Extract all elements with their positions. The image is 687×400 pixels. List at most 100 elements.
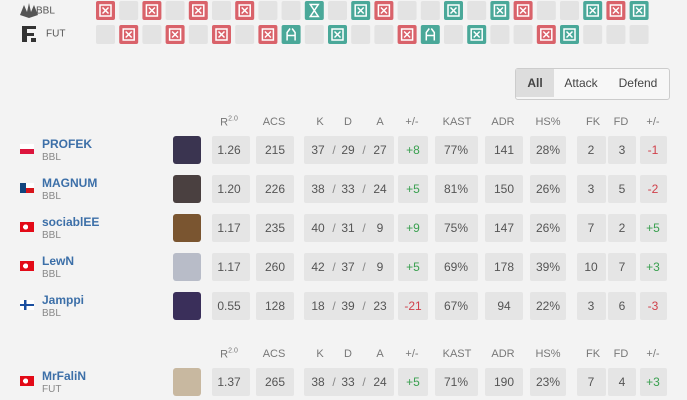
- stat-value: 75%: [443, 221, 469, 235]
- round-cell: [536, 1, 556, 20]
- round-cell: [420, 1, 440, 20]
- round-icon: [145, 4, 159, 17]
- icon-part: [194, 6, 202, 15]
- rating-superscript: 2.0: [228, 115, 238, 123]
- icon-part: [286, 28, 296, 41]
- icon-part: [148, 6, 156, 15]
- player-name: Jamppi: [42, 293, 85, 307]
- round-icon: [400, 28, 414, 41]
- stat-cell: [485, 136, 523, 164]
- stat-cell: [398, 253, 428, 281]
- stat-cell: [398, 175, 428, 203]
- stat-value: 260: [264, 260, 286, 274]
- round-timeline: BBL FUT: [20, 1, 649, 44]
- stat-value: 10: [584, 260, 598, 274]
- round-icon: [261, 28, 275, 41]
- icon-part: [171, 30, 179, 39]
- stat-value: 3: [587, 182, 595, 196]
- icon-part: [540, 28, 553, 41]
- filter-tab[interactable]: Attack: [564, 76, 598, 90]
- stat-value: 9: [376, 221, 384, 235]
- flag: [20, 222, 34, 232]
- stat-value: 190: [493, 375, 515, 389]
- icon-part: [101, 6, 110, 15]
- stat-cell: [577, 368, 606, 396]
- column-header: ADR: [491, 348, 515, 360]
- stat-cell: [608, 136, 636, 164]
- icon-part: [400, 28, 414, 41]
- icon-part: [168, 28, 182, 41]
- stat-value: 67%: [443, 299, 469, 313]
- icon-part: [612, 6, 620, 15]
- round-icon: [516, 4, 530, 17]
- bbl-logo: [20, 3, 38, 18]
- icon-part: [261, 28, 275, 41]
- stat-cell: [640, 175, 667, 203]
- icon-part: [238, 4, 251, 17]
- stat-value: 6: [618, 299, 626, 313]
- column-header: FD: [613, 116, 629, 128]
- stat-value: 235: [264, 221, 286, 235]
- icon-part: [145, 4, 159, 17]
- stat-value: 2: [618, 221, 626, 235]
- round-icon: [122, 28, 135, 41]
- fut-logo: [22, 26, 36, 42]
- stat-cell: [530, 175, 566, 203]
- icon-part: [635, 6, 643, 15]
- column-header: K: [316, 348, 324, 360]
- kda-separator: /: [362, 143, 366, 157]
- round-cell: [351, 25, 371, 44]
- filter-tab[interactable]: All: [516, 69, 554, 97]
- filter-tab[interactable]: Defend: [618, 76, 658, 90]
- stat-value: 147: [493, 221, 515, 235]
- round-cell: [629, 25, 649, 44]
- stat-value: 1.20: [217, 182, 241, 196]
- stat-cell: [608, 368, 636, 396]
- stat-cell: [485, 253, 523, 281]
- icon-part: [241, 6, 249, 15]
- round-cell: [119, 1, 139, 20]
- stat-value: 29: [341, 143, 355, 157]
- stat-cell: [608, 175, 636, 203]
- stat-cell: [304, 214, 394, 242]
- round-icon: [377, 4, 391, 17]
- stat-cell: [485, 368, 523, 396]
- stat-cell: [577, 292, 606, 320]
- stat-value: 1.17: [217, 221, 241, 235]
- stat-value: 7: [618, 260, 626, 274]
- round-icon: [586, 4, 599, 17]
- column-header: K: [316, 116, 324, 128]
- stat-value: 3: [587, 299, 595, 313]
- icon-part: [354, 4, 367, 17]
- stat-cell: [530, 368, 566, 396]
- agent-portrait: [173, 253, 201, 281]
- round-cell: [258, 1, 278, 20]
- stat-value: 33: [341, 182, 355, 196]
- stat-cell: [530, 292, 566, 320]
- column-header: A: [376, 116, 384, 128]
- agent-portrait: [173, 175, 201, 203]
- kda-separator: /: [332, 182, 336, 196]
- icon-part: [357, 6, 365, 15]
- stat-cell: [640, 292, 667, 320]
- stat-value: 71%: [443, 375, 469, 389]
- stat-cell: [640, 253, 667, 281]
- stat-value: 24: [373, 375, 387, 389]
- stat-cell: [398, 136, 428, 164]
- icon-part: [125, 30, 133, 39]
- player-team: BBL: [42, 152, 61, 163]
- kda-separator: /: [332, 260, 336, 274]
- round-icon: [540, 28, 553, 41]
- round-cell: [328, 1, 347, 20]
- icon-part: [493, 4, 507, 17]
- icon-part: [447, 4, 460, 17]
- round-icon: [168, 28, 182, 41]
- round-cell: [513, 25, 533, 44]
- column-header: R2.0: [220, 115, 238, 129]
- stat-value: 1.17: [217, 260, 241, 274]
- column-header: ACS: [262, 348, 286, 360]
- stat-cell: [485, 292, 523, 320]
- stat-value: -1: [647, 143, 659, 157]
- player-name: MrFaliN: [42, 369, 87, 383]
- round-icon: [215, 28, 228, 41]
